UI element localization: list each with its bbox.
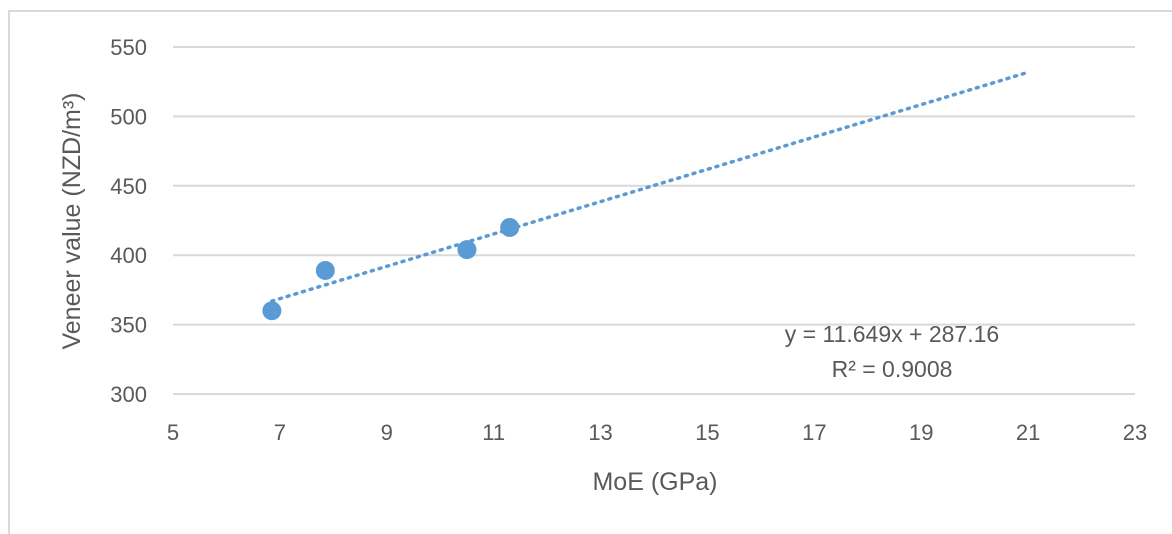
x-axis-title: MoE (GPa) — [592, 468, 717, 496]
y-tick-label-350: 350 — [110, 313, 147, 338]
x-tick-label-23: 23 — [1123, 420, 1147, 445]
trendline-equation: y = 11.649x + 287.16 — [785, 321, 999, 347]
y-axis-title: Veneer value (NZD/m³) — [58, 92, 86, 349]
x-tick-label-21: 21 — [1016, 420, 1040, 445]
data-point-3 — [457, 240, 477, 260]
data-point-1 — [262, 301, 282, 321]
x-tick-label-9: 9 — [381, 420, 393, 445]
x-tick-label-13: 13 — [588, 420, 612, 445]
y-tick-label-400: 400 — [110, 243, 147, 268]
data-point-4 — [500, 217, 520, 237]
x-tick-label-11: 11 — [482, 420, 505, 445]
data-points — [262, 217, 520, 321]
y-tick-label-450: 450 — [110, 174, 147, 199]
chart-frame — [8, 10, 1172, 534]
y-tick-label-500: 500 — [110, 104, 147, 129]
x-tick-label-15: 15 — [695, 420, 719, 445]
data-point-2 — [315, 260, 335, 280]
y-tick-label-300: 300 — [110, 382, 147, 407]
trendline-group — [270, 70, 1030, 303]
trendline — [270, 70, 1030, 303]
y-tick-label-550: 550 — [110, 35, 147, 60]
x-tick-label-7: 7 — [274, 420, 286, 445]
x-tick-label-17: 17 — [802, 420, 826, 445]
x-tick-label-19: 19 — [909, 420, 933, 445]
r-squared-label: R² = 0.9008 — [832, 356, 953, 382]
x-tick-labels: 5 7 9 11 13 15 17 19 21 23 — [167, 420, 1147, 445]
y-tick-labels: 300 350 400 450 500 550 — [110, 35, 147, 407]
x-tick-label-5: 5 — [167, 420, 179, 445]
